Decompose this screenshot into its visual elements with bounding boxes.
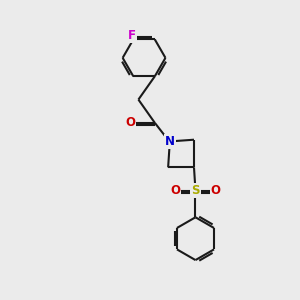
Text: O: O: [170, 184, 180, 197]
Text: S: S: [191, 184, 200, 197]
Text: N: N: [165, 135, 175, 148]
Text: O: O: [125, 116, 135, 129]
Text: F: F: [128, 29, 136, 42]
Text: O: O: [211, 184, 221, 197]
